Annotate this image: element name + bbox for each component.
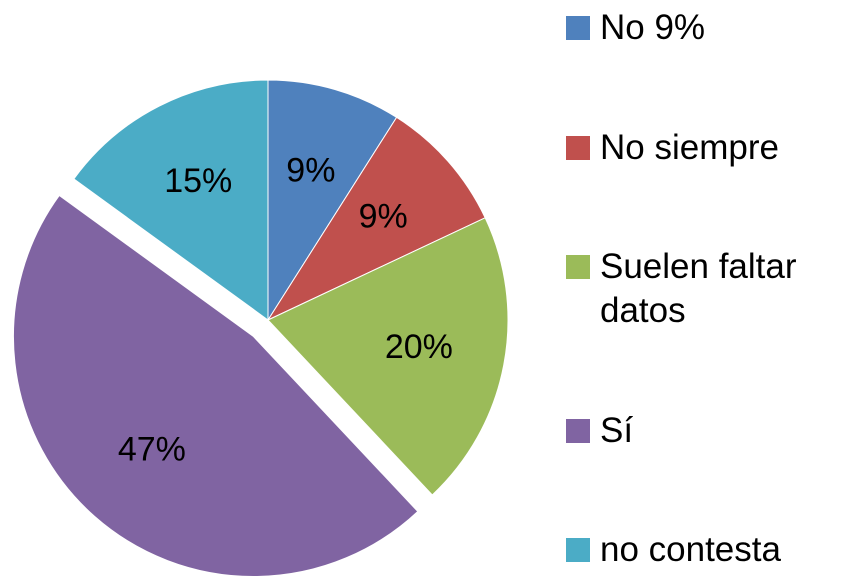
legend-item: No 9% [566, 6, 850, 50]
legend-label: No siempre [600, 127, 779, 167]
pie-slice [267, 217, 509, 496]
pie-slice [267, 79, 398, 322]
legend-label: No 9% [600, 8, 706, 47]
pie-slice [266, 116, 486, 322]
legend-label: no contesta [600, 530, 781, 569]
legend-label: Suelen faltar datos [600, 247, 797, 330]
legend-item: No siempre [566, 126, 850, 170]
legend-label: Sí [600, 410, 634, 450]
data-label: 47% [118, 431, 186, 469]
legend-swatch [566, 538, 590, 562]
data-label: 15% [164, 162, 232, 200]
legend-item: Suelen faltar datos [566, 245, 850, 333]
legend-swatch [566, 418, 590, 443]
legend-swatch [566, 16, 590, 40]
legend-swatch [566, 135, 590, 160]
data-label: 9% [359, 197, 408, 235]
legend-item: Sí [566, 409, 850, 453]
pie-area: 9% 9% 20% 47% 15% [12, 79, 509, 577]
legend-item: no contesta [566, 528, 850, 572]
pie-slice [12, 194, 419, 577]
legend-swatch [566, 255, 590, 279]
legend: No 9% No siempre Suelen faltar datos Sí no c… [566, 6, 850, 572]
data-label: 9% [286, 151, 335, 189]
pie-slice [73, 79, 269, 321]
data-label: 20% [385, 328, 453, 366]
